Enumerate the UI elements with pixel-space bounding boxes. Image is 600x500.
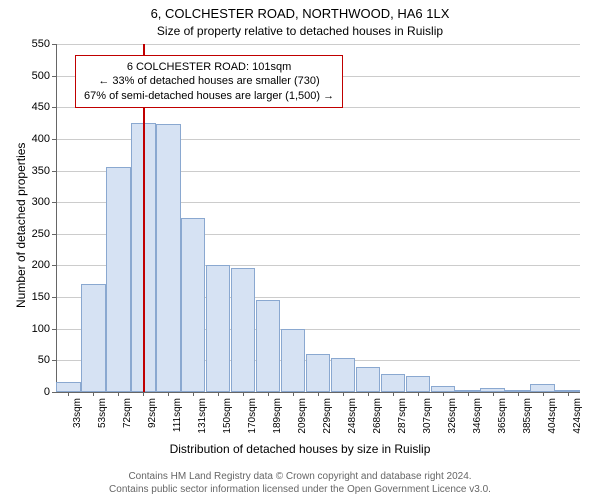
x-tick-label: 170sqm (247, 398, 258, 434)
footer-line2: Contains public sector information licen… (0, 483, 600, 496)
y-tick-label: 200 (32, 259, 50, 271)
x-tick-label: 150sqm (222, 398, 233, 434)
histogram-bar (281, 329, 305, 392)
annotation-line: 67% of semi-detached houses are larger (… (84, 89, 334, 103)
x-tick-mark (543, 392, 544, 396)
x-tick-label: 53sqm (97, 398, 108, 428)
x-tick-mark (518, 392, 519, 396)
x-tick-label: 33sqm (72, 398, 83, 428)
y-tick-label: 250 (32, 228, 50, 240)
histogram-bar (530, 384, 554, 392)
gridline (56, 44, 580, 45)
footer-line1: Contains HM Land Registry data © Crown c… (0, 470, 600, 483)
y-tick-label: 350 (32, 165, 50, 177)
x-tick-label: 365sqm (497, 398, 508, 434)
y-tick-label: 500 (32, 70, 50, 82)
x-tick-mark (243, 392, 244, 396)
x-tick-mark (468, 392, 469, 396)
histogram-bar (306, 354, 330, 392)
chart-container: 6, COLCHESTER ROAD, NORTHWOOD, HA6 1LX S… (0, 0, 600, 500)
x-tick-mark (268, 392, 269, 396)
x-tick-mark (343, 392, 344, 396)
y-tick-label: 50 (38, 354, 50, 366)
y-axis-label: Number of detached properties (14, 143, 28, 308)
x-tick-label: 111sqm (172, 398, 183, 432)
x-tick-mark (393, 392, 394, 396)
x-tick-label: 307sqm (422, 398, 433, 434)
x-axis-label: Distribution of detached houses by size … (0, 442, 600, 456)
histogram-bar (156, 124, 180, 392)
x-tick-mark (118, 392, 119, 396)
x-tick-label: 326sqm (447, 398, 458, 434)
x-tick-label: 385sqm (522, 398, 533, 434)
histogram-bar (406, 376, 430, 392)
x-tick-label: 248sqm (347, 398, 358, 434)
x-tick-mark (318, 392, 319, 396)
x-tick-mark (368, 392, 369, 396)
x-tick-label: 131sqm (197, 398, 208, 434)
x-tick-mark (93, 392, 94, 396)
x-tick-mark (493, 392, 494, 396)
y-tick-label: 300 (32, 196, 50, 208)
annotation-box: 6 COLCHESTER ROAD: 101sqm← 33% of detach… (75, 55, 343, 108)
histogram-bar (106, 167, 130, 392)
x-tick-mark (218, 392, 219, 396)
chart-subtitle: Size of property relative to detached ho… (0, 24, 600, 38)
x-tick-label: 287sqm (397, 398, 408, 434)
x-tick-mark (68, 392, 69, 396)
y-tick-label: 400 (32, 133, 50, 145)
histogram-bar (356, 367, 380, 392)
chart-title: 6, COLCHESTER ROAD, NORTHWOOD, HA6 1LX (0, 6, 600, 21)
x-tick-label: 404sqm (547, 398, 558, 434)
x-tick-mark (143, 392, 144, 396)
y-tick-label: 100 (32, 323, 50, 335)
x-tick-label: 92sqm (147, 398, 158, 428)
x-tick-mark (293, 392, 294, 396)
histogram-bar (381, 374, 405, 392)
x-tick-mark (168, 392, 169, 396)
annotation-line: 6 COLCHESTER ROAD: 101sqm (84, 60, 334, 74)
annotation-line: ← 33% of detached houses are smaller (73… (84, 74, 334, 88)
histogram-bar (231, 268, 255, 392)
histogram-bar (331, 358, 355, 392)
y-axis-line (56, 44, 57, 392)
histogram-bar (181, 218, 205, 392)
histogram-bar (206, 265, 230, 392)
x-tick-mark (568, 392, 569, 396)
x-tick-label: 209sqm (297, 398, 308, 434)
x-tick-label: 229sqm (322, 398, 333, 434)
y-tick-label: 550 (32, 38, 50, 50)
x-tick-label: 189sqm (272, 398, 283, 434)
y-tick-label: 150 (32, 291, 50, 303)
x-tick-label: 424sqm (572, 398, 583, 434)
footer: Contains HM Land Registry data © Crown c… (0, 470, 600, 496)
histogram-bar (81, 284, 105, 392)
x-tick-label: 268sqm (372, 398, 383, 434)
x-tick-label: 346sqm (472, 398, 483, 434)
x-tick-label: 72sqm (122, 398, 133, 428)
y-tick-label: 450 (32, 101, 50, 113)
x-tick-mark (418, 392, 419, 396)
histogram-bar (256, 300, 280, 392)
x-tick-mark (193, 392, 194, 396)
x-tick-mark (443, 392, 444, 396)
histogram-bar (56, 382, 80, 392)
y-tick-label: 0 (44, 386, 50, 398)
